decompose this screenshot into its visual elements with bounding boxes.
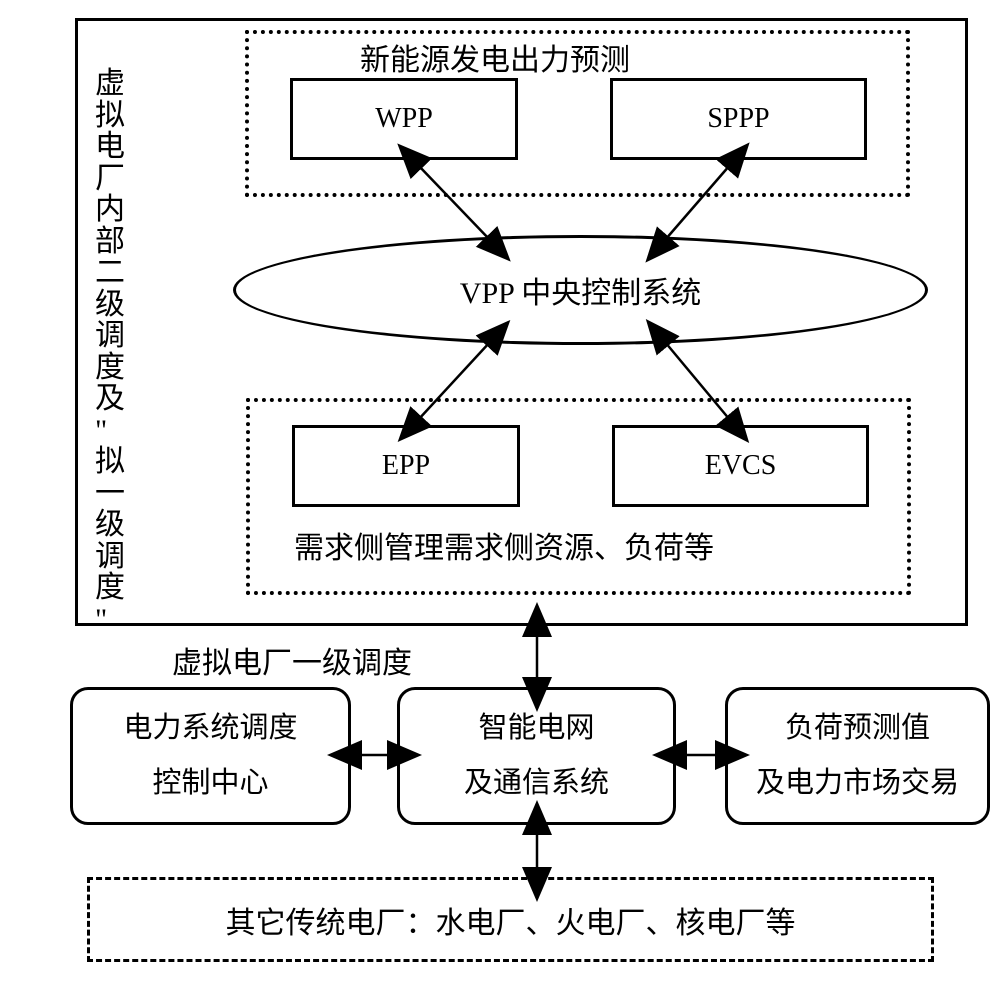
load-line1: 负荷预测值 xyxy=(756,701,959,756)
evcs-box: EVCS xyxy=(612,425,869,507)
bottom-group-title: 需求侧管理需求侧资源、负荷等 xyxy=(294,523,714,567)
epp-box: EPP xyxy=(292,425,520,507)
dispatch-line1: 电力系统调度 xyxy=(123,701,297,756)
smartgrid-line1: 智能电网 xyxy=(464,701,609,756)
sppp-box: SPPP xyxy=(610,78,867,160)
load-line2: 及电力市场交易 xyxy=(756,756,959,811)
wpp-box: WPP xyxy=(290,78,518,160)
connector-label: 虚拟电厂一级调度 xyxy=(172,638,412,682)
traditional-plants-box: 其它传统电厂：水电厂、火电厂、核电厂等 xyxy=(87,877,934,962)
smart-grid-box: 智能电网 及通信系统 xyxy=(397,687,676,825)
vertical-label: 虚拟电厂内部二级调度及"拟一级调度" xyxy=(95,68,129,635)
dispatch-center-box: 电力系统调度 控制中心 xyxy=(70,687,351,825)
top-group-title: 新能源发电出力预测 xyxy=(360,35,630,79)
smartgrid-line2: 及通信系统 xyxy=(464,756,609,811)
load-forecast-box: 负荷预测值 及电力市场交易 xyxy=(725,687,990,825)
vpp-ellipse: VPP 中央控制系统 xyxy=(233,235,928,345)
vlabel-text: 虚拟电厂内部二级调度及"拟一级调度" xyxy=(95,68,129,635)
dispatch-line2: 控制中心 xyxy=(123,756,297,811)
